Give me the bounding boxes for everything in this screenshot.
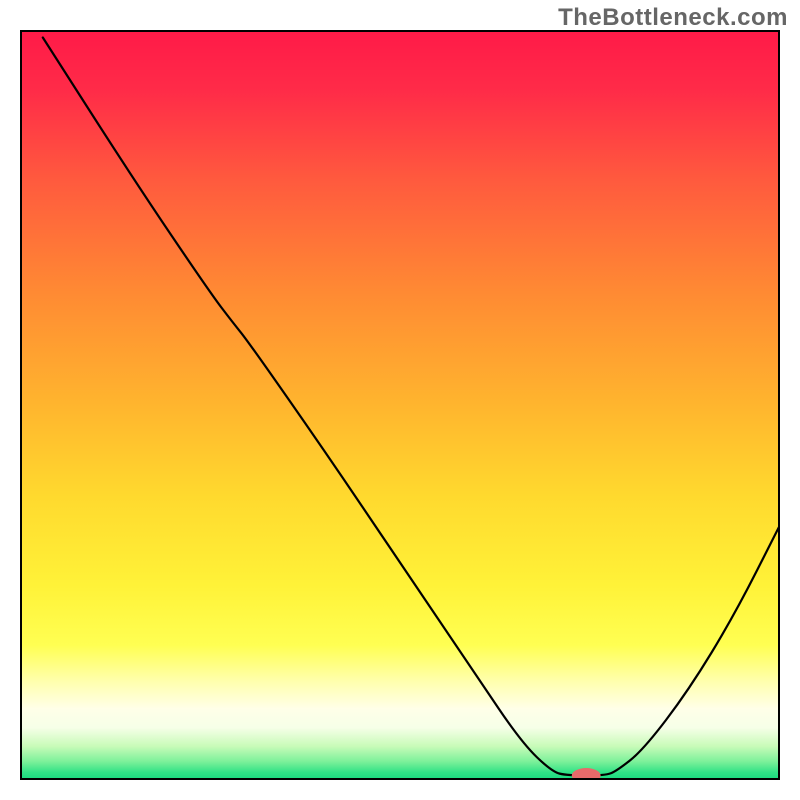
watermark-text: TheBottleneck.com	[558, 4, 788, 32]
chart-background	[20, 30, 780, 780]
chart-container: TheBottleneck.com	[0, 0, 800, 800]
plot-area	[20, 30, 780, 780]
chart-svg	[20, 30, 780, 780]
